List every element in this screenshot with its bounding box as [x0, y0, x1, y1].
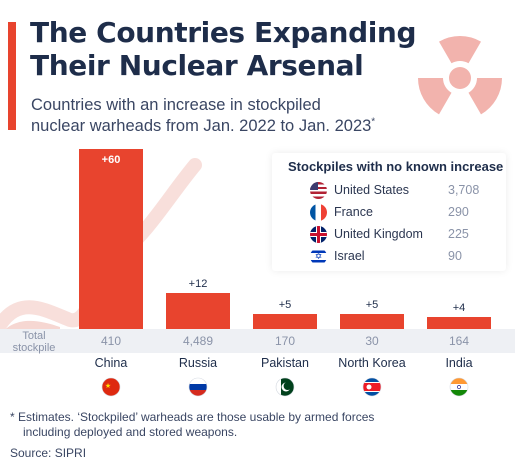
legend-country: Israel: [334, 249, 365, 263]
title-line-2: Their Nuclear Arsenal: [30, 49, 364, 82]
total-stockpile-value: 164: [449, 334, 469, 348]
bar-pakistan: [253, 314, 317, 329]
legend-value: 290: [448, 205, 469, 219]
israel-flag-icon: ✡: [310, 248, 327, 265]
radiation-core: [449, 67, 471, 89]
category-label: Pakistan: [261, 356, 309, 370]
legend-title: Stockpiles with no known increase: [288, 159, 504, 174]
pakistan-flag-icon: [275, 377, 295, 397]
france-flag-icon: [310, 204, 327, 221]
total-stockpile-value: 170: [275, 334, 295, 348]
russia-flag-icon: [188, 377, 208, 397]
subtitle-asterisk: *: [371, 116, 376, 128]
bar-value-label: +5: [279, 299, 292, 311]
bar-value-label: +4: [453, 302, 466, 314]
radiation-blade-2: [468, 78, 502, 115]
total-stockpile-label: stockpile: [13, 342, 56, 354]
category-label: North Korea: [338, 356, 405, 370]
total-stockpile-value: 4,489: [183, 334, 213, 348]
usa-flag-icon: [310, 182, 327, 199]
legend-value: 90: [448, 249, 462, 263]
category-label: China: [95, 356, 128, 370]
radiation-blade-3: [418, 78, 452, 115]
footnote-line-1: * Estimates. ‘Stockpiled’ warheads are t…: [10, 410, 375, 424]
bar-value-label: +12: [189, 278, 208, 290]
bar-china: [79, 149, 143, 329]
legend-country: France: [334, 205, 373, 219]
legend-box: Stockpiles with no known increase United…: [272, 153, 506, 271]
svg-text:★: ★: [105, 382, 111, 390]
source-note: Source: SIPRI: [10, 446, 87, 460]
legend-country: United Kingdom: [334, 227, 423, 241]
north-korea-flag-icon: [362, 377, 382, 397]
subtitle-line-2: nuclear warheads from Jan. 2022 to Jan. …: [31, 116, 401, 137]
page-title: The Countries Expanding Their Nuclear Ar…: [30, 16, 430, 82]
legend-value: 225: [448, 227, 469, 241]
bar-value-label: +60: [102, 154, 121, 166]
smoke-cloud: [0, 320, 60, 335]
bar-india: [427, 317, 491, 329]
title-line-1: The Countries Expanding: [30, 16, 417, 49]
subtitle-line-1: Countries with an increase in stockpiled: [31, 96, 321, 114]
total-stockpile-band: [0, 329, 515, 353]
total-stockpile-value: 30: [365, 334, 379, 348]
legend-country: United States: [334, 183, 410, 197]
footnote: * Estimates. ‘Stockpiled’ warheads are t…: [10, 410, 510, 440]
radiation-blade-1: [439, 36, 481, 64]
footnote-line-2: including deployed and stored weapons.: [23, 425, 238, 439]
bar-russia: [166, 293, 230, 329]
total-stockpile-label: Total: [22, 330, 45, 342]
total-stockpile-value: 410: [101, 334, 121, 348]
legend-value: 3,708: [448, 183, 480, 197]
accent-bar: [8, 22, 16, 130]
india-flag-icon: [449, 377, 469, 397]
category-label: Russia: [179, 356, 217, 370]
bar-value-label: +5: [366, 299, 379, 311]
category-label: India: [445, 356, 472, 370]
radiation-icon: [418, 36, 502, 115]
bar-north-korea: [340, 314, 404, 329]
uk-flag-icon: [310, 226, 327, 243]
subtitle: Countries with an increase in stockpiled…: [31, 95, 401, 137]
subtitle-line-2-text: nuclear warheads from Jan. 2022 to Jan. …: [31, 117, 372, 135]
china-flag-icon: ★: [101, 377, 121, 397]
